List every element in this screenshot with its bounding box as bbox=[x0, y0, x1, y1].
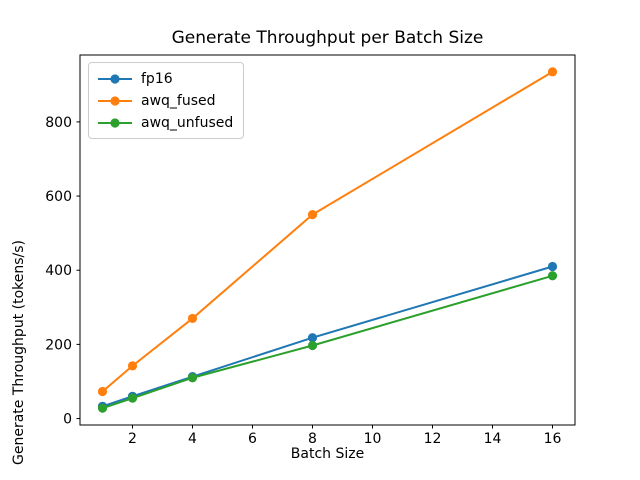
data-point-fp16 bbox=[307, 333, 318, 343]
legend: fp16 awq_fused awq_unfused bbox=[88, 62, 245, 139]
series-line-awq_unfused bbox=[102, 274, 553, 410]
data-point-fp16 bbox=[547, 261, 558, 272]
legend-sample-marker bbox=[110, 117, 120, 128]
data-point-awq_unfused bbox=[547, 271, 558, 281]
x-tick-label: 10 bbox=[364, 431, 382, 447]
y-tick-label: 400 bbox=[45, 263, 72, 279]
y-tick-label: 800 bbox=[45, 115, 72, 131]
legend-label: awq_unfused bbox=[141, 114, 234, 131]
y-axis-label-text: Generate Throughput (tokens/s) bbox=[11, 239, 27, 465]
data-point-awq_fused bbox=[307, 209, 318, 220]
legend-item-awq_fused: awq_fused bbox=[97, 91, 233, 110]
legend-line-sample-awq_fused bbox=[98, 95, 132, 106]
legend-label: awq_fused bbox=[141, 92, 216, 109]
x-tick-label: 12 bbox=[424, 431, 442, 447]
legend-line-sample-fp16 bbox=[98, 73, 132, 84]
legend-item-fp16: fp16 bbox=[97, 69, 233, 88]
data-point-awq_fused bbox=[127, 361, 138, 371]
legend-item-awq_unfused: awq_unfused bbox=[97, 113, 233, 132]
data-point-awq_unfused bbox=[97, 403, 108, 413]
y-tick-label: 200 bbox=[45, 337, 72, 353]
y-tick-label: 600 bbox=[45, 189, 72, 205]
y-tick-label: 0 bbox=[63, 412, 72, 428]
data-point-awq_fused bbox=[97, 386, 108, 397]
legend-sample-marker bbox=[110, 95, 120, 106]
legend-line-sample-awq_unfused bbox=[98, 117, 132, 128]
x-tick-label: 14 bbox=[484, 431, 502, 447]
data-point-awq_unfused bbox=[307, 340, 318, 351]
x-tick-label: 8 bbox=[308, 431, 317, 447]
data-point-awq_unfused bbox=[187, 373, 198, 383]
chart-title: Generate Throughput per Batch Size bbox=[171, 28, 484, 48]
legend-sample-marker bbox=[110, 73, 120, 84]
legend-label: fp16 bbox=[141, 70, 173, 87]
data-point-awq_fused bbox=[187, 313, 198, 324]
x-axis-label: Batch Size bbox=[290, 446, 365, 462]
axes-frame bbox=[79, 54, 576, 426]
x-tick-label: 6 bbox=[248, 431, 257, 447]
data-point-awq_fused bbox=[547, 67, 558, 77]
x-tick-label: 4 bbox=[188, 431, 197, 447]
x-tick-label: 16 bbox=[544, 431, 562, 447]
data-point-awq_unfused bbox=[127, 393, 138, 403]
x-tick-label: 2 bbox=[128, 431, 137, 447]
